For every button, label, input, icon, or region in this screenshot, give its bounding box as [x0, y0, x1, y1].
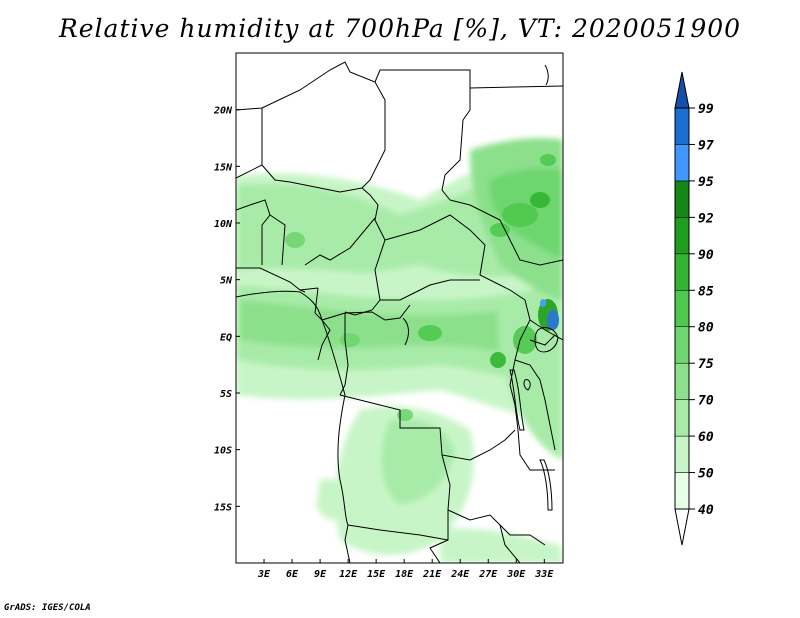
lat-tick-label: 20N — [213, 106, 233, 117]
colorbar-swatch — [674, 435, 690, 473]
colorbar-level-label: 97 — [698, 138, 714, 153]
colorbar-swatch — [674, 107, 690, 145]
map-title: Relative humidity at 700hPa [%], VT: 202… — [58, 14, 742, 43]
colorbar-level-label: 92 — [698, 211, 714, 226]
lon-tick-label: 9E — [314, 569, 327, 580]
colorbar-swatch — [674, 326, 690, 364]
colorbar-swatch — [674, 399, 690, 437]
lat-tick-label: 5N — [220, 276, 233, 287]
lat-tick-label: 10S — [214, 446, 232, 457]
colorbar-level-label: 70 — [698, 394, 714, 409]
lon-tick-label: 27E — [478, 569, 498, 580]
grads-credit: GrADS: IGES/COLA — [4, 603, 91, 613]
lon-tick-label: 30E — [506, 569, 526, 580]
humidity-shading — [236, 138, 563, 563]
colorbar-swatch — [674, 217, 690, 255]
colorbar-swatch — [674, 362, 690, 400]
colorbar-under-triangle — [674, 508, 690, 546]
longitude-axis: 3E 6E 9E 12E 15E 18E 21E 24E 27E 30E 33E — [257, 559, 554, 580]
colorbar-swatch — [674, 144, 690, 182]
lon-tick-label: 21E — [422, 569, 442, 580]
colorbar-level-label: 80 — [698, 321, 714, 336]
colorbar-level-label: 50 — [698, 467, 714, 482]
colorbar-level-label: 40 — [698, 503, 714, 518]
lat-tick-label: 5S — [220, 389, 232, 400]
colorbar-level-label: 85 — [698, 284, 714, 299]
lat-tick-label: EQ — [220, 332, 232, 343]
colorbar-level-label: 95 — [698, 175, 714, 190]
lon-tick-label: 6E — [286, 569, 299, 580]
colorbar-level-label: 99 — [698, 102, 714, 117]
colorbar-over-triangle — [674, 71, 690, 109]
colorbar-swatch — [674, 180, 690, 218]
plot-frame — [235, 52, 564, 564]
lon-tick-label: 24E — [450, 569, 470, 580]
lat-tick-label: 15N — [214, 162, 233, 173]
lon-tick-label: 18E — [395, 569, 414, 580]
country-borders — [236, 61, 563, 563]
lon-tick-label: 3E — [257, 569, 271, 580]
lon-tick-label: 15E — [367, 569, 386, 580]
colorbar-swatch — [674, 253, 690, 291]
colorbar-level-label: 90 — [698, 248, 714, 263]
latitude-axis: 20N 15N 10N 5N EQ 5S 10S 15S — [213, 106, 240, 513]
lon-tick-label: 12E — [339, 569, 358, 580]
colorbar-swatch — [674, 472, 690, 510]
lat-tick-label: 15S — [214, 502, 232, 513]
colorbar-frame — [674, 107, 690, 510]
colorbar-level-label: 75 — [698, 357, 714, 372]
lat-tick-label: 10N — [214, 219, 233, 230]
colorbar-level-label: 60 — [698, 430, 714, 445]
lon-tick-label: 33E — [534, 569, 554, 580]
colorbar-legend: 40 50 60 70 75 80 85 90 92 95 97 99 — [674, 71, 714, 546]
colorbar-swatch — [674, 290, 690, 327]
